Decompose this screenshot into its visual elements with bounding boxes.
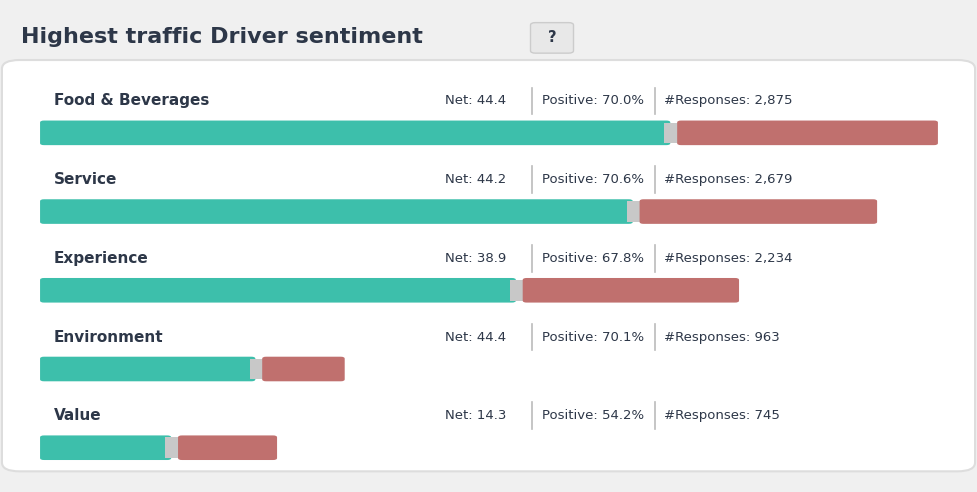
Text: Highest traffic Driver sentiment: Highest traffic Driver sentiment <box>21 27 423 47</box>
Text: #Responses: 2,679: #Responses: 2,679 <box>664 173 792 186</box>
FancyBboxPatch shape <box>40 357 255 381</box>
Text: Food & Beverages: Food & Beverages <box>54 93 209 108</box>
FancyBboxPatch shape <box>40 278 516 303</box>
Text: Net: 44.2: Net: 44.2 <box>445 173 506 186</box>
FancyBboxPatch shape <box>40 121 670 145</box>
FancyBboxPatch shape <box>640 199 877 224</box>
Text: Net: 14.3: Net: 14.3 <box>445 409 506 422</box>
Text: Service: Service <box>54 172 117 187</box>
Text: Net: 44.4: Net: 44.4 <box>445 331 506 343</box>
FancyBboxPatch shape <box>40 199 633 224</box>
Bar <box>165 437 184 458</box>
Bar <box>249 359 268 379</box>
Text: Positive: 67.8%: Positive: 67.8% <box>542 252 644 265</box>
Text: Environment: Environment <box>54 330 163 344</box>
FancyBboxPatch shape <box>262 357 345 381</box>
Text: Net: 38.9: Net: 38.9 <box>445 252 506 265</box>
Text: #Responses: 2,875: #Responses: 2,875 <box>664 94 793 107</box>
FancyBboxPatch shape <box>677 121 938 145</box>
FancyBboxPatch shape <box>531 23 573 53</box>
Text: Value: Value <box>54 408 102 423</box>
FancyBboxPatch shape <box>178 435 277 460</box>
Text: Net: 44.4: Net: 44.4 <box>445 94 506 107</box>
Text: #Responses: 745: #Responses: 745 <box>664 409 781 422</box>
Text: Positive: 54.2%: Positive: 54.2% <box>542 409 645 422</box>
Bar <box>510 280 529 301</box>
Bar <box>664 123 683 143</box>
Text: Positive: 70.0%: Positive: 70.0% <box>542 94 644 107</box>
Text: #Responses: 963: #Responses: 963 <box>664 331 780 343</box>
Text: Positive: 70.6%: Positive: 70.6% <box>542 173 644 186</box>
Text: Experience: Experience <box>54 251 149 266</box>
Bar <box>627 201 646 222</box>
FancyBboxPatch shape <box>40 435 171 460</box>
Text: Positive: 70.1%: Positive: 70.1% <box>542 331 645 343</box>
FancyBboxPatch shape <box>523 278 739 303</box>
FancyBboxPatch shape <box>2 60 975 471</box>
Text: #Responses: 2,234: #Responses: 2,234 <box>664 252 793 265</box>
Text: ?: ? <box>548 31 556 45</box>
